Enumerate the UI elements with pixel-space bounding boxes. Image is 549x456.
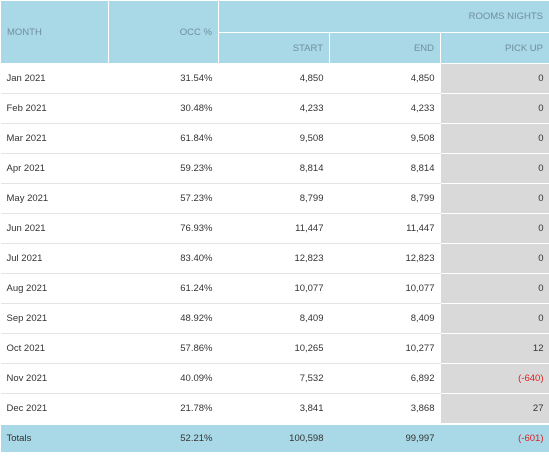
end-cell: 4,233 <box>329 93 441 124</box>
end-cell: 6,892 <box>329 363 441 394</box>
end-cell: 11,447 <box>329 213 441 244</box>
start-cell: 7,532 <box>218 363 330 394</box>
totals-pickup: (-601) <box>440 423 549 452</box>
start-cell: 10,077 <box>218 273 330 304</box>
start-cell: 4,850 <box>218 63 330 94</box>
end-cell: 8,814 <box>329 153 441 184</box>
month-cell: Jan 2021 <box>0 63 109 94</box>
start-cell: 4,233 <box>218 93 330 124</box>
start-cell: 8,814 <box>218 153 330 184</box>
totals-start: 100,598 <box>218 423 330 452</box>
month-cell: Jun 2021 <box>0 213 109 244</box>
occ-cell: 61.24% <box>108 273 219 304</box>
end-cell: 10,077 <box>329 273 441 304</box>
table-row: Jan 2021 31.54% 4,850 4,850 0 <box>0 63 549 94</box>
start-cell: 10,265 <box>218 333 330 364</box>
table-row: Jul 2021 83.40% 12,823 12,823 0 <box>0 243 549 274</box>
end-cell: 3,868 <box>329 393 441 425</box>
start-cell: 9,508 <box>218 123 330 154</box>
occ-cell: 21.78% <box>108 393 219 425</box>
end-cell: 12,823 <box>329 243 441 274</box>
occ-cell: 40.09% <box>108 363 219 394</box>
start-cell: 11,447 <box>218 213 330 244</box>
pickup-cell: 0 <box>440 183 549 214</box>
month-cell: Dec 2021 <box>0 393 109 425</box>
end-cell: 10,277 <box>329 333 441 364</box>
table-row: Dec 2021 21.78% 3,841 3,868 27 <box>0 393 549 425</box>
end-cell: 8,799 <box>329 183 441 214</box>
month-column-header[interactable]: MONTH <box>0 0 109 64</box>
occ-cell: 30.48% <box>108 93 219 124</box>
table-row: Feb 2021 30.48% 4,233 4,233 0 <box>0 93 549 124</box>
occ-cell: 61.84% <box>108 123 219 154</box>
occ-cell: 48.92% <box>108 303 219 334</box>
table-row: Jun 2021 76.93% 11,447 11,447 0 <box>0 213 549 244</box>
table-row: Nov 2021 40.09% 7,532 6,892 (-640) <box>0 363 549 394</box>
month-cell: Jul 2021 <box>0 243 109 274</box>
table-row: Oct 2021 57.86% 10,265 10,277 12 <box>0 333 549 364</box>
totals-end: 99,997 <box>329 423 441 452</box>
table-row: Aug 2021 61.24% 10,077 10,077 0 <box>0 273 549 304</box>
start-cell: 8,409 <box>218 303 330 334</box>
start-cell: 3,841 <box>218 393 330 425</box>
month-cell: May 2021 <box>0 183 109 214</box>
occ-column-header[interactable]: OCC % <box>108 0 219 64</box>
start-cell: 12,823 <box>218 243 330 274</box>
end-cell: 9,508 <box>329 123 441 154</box>
end-column-header[interactable]: END <box>329 32 441 64</box>
month-cell: Sep 2021 <box>0 303 109 334</box>
month-cell: Oct 2021 <box>0 333 109 364</box>
start-column-header[interactable]: START <box>218 32 330 64</box>
pickup-cell: 0 <box>440 93 549 124</box>
month-cell: Feb 2021 <box>0 93 109 124</box>
pickup-cell: 0 <box>440 123 549 154</box>
table-row: May 2021 57.23% 8,799 8,799 0 <box>0 183 549 214</box>
pickup-column-header[interactable]: PICK UP <box>440 32 549 64</box>
totals-row: Totals 52.21% 100,598 99,997 (-601) <box>0 423 549 452</box>
totals-label: Totals <box>0 423 109 452</box>
totals-occ: 52.21% <box>108 423 219 452</box>
table-row: Apr 2021 59.23% 8,814 8,814 0 <box>0 153 549 184</box>
pickup-cell: 0 <box>440 303 549 334</box>
rooms-nights-group-header: ROOMS NIGHTS <box>218 0 549 33</box>
table-body: Jan 2021 31.54% 4,850 4,850 0 Feb 2021 30.48% 4… <box>0 63 549 425</box>
pickup-cell: 0 <box>440 153 549 184</box>
pickup-cell: 12 <box>440 333 549 364</box>
occ-cell: 83.40% <box>108 243 219 274</box>
pickup-cell: 0 <box>440 63 549 94</box>
table-row: Sep 2021 48.92% 8,409 8,409 0 <box>0 303 549 334</box>
pickup-cell: 0 <box>440 273 549 304</box>
pickup-cell: (-640) <box>440 363 549 394</box>
pickup-cell: 0 <box>440 243 549 274</box>
start-cell: 8,799 <box>218 183 330 214</box>
table-header: MONTH OCC % ROOMS NIGHTS START END PICK … <box>0 0 549 64</box>
month-cell: Mar 2021 <box>0 123 109 154</box>
pickup-cell: 27 <box>440 393 549 425</box>
month-cell: Apr 2021 <box>0 153 109 184</box>
occ-cell: 59.23% <box>108 153 219 184</box>
table-row: Mar 2021 61.84% 9,508 9,508 0 <box>0 123 549 154</box>
end-cell: 4,850 <box>329 63 441 94</box>
pickup-cell: 0 <box>440 213 549 244</box>
month-cell: Nov 2021 <box>0 363 109 394</box>
occ-cell: 76.93% <box>108 213 219 244</box>
month-cell: Aug 2021 <box>0 273 109 304</box>
occ-cell: 57.86% <box>108 333 219 364</box>
end-cell: 8,409 <box>329 303 441 334</box>
occ-cell: 57.23% <box>108 183 219 214</box>
occ-cell: 31.54% <box>108 63 219 94</box>
